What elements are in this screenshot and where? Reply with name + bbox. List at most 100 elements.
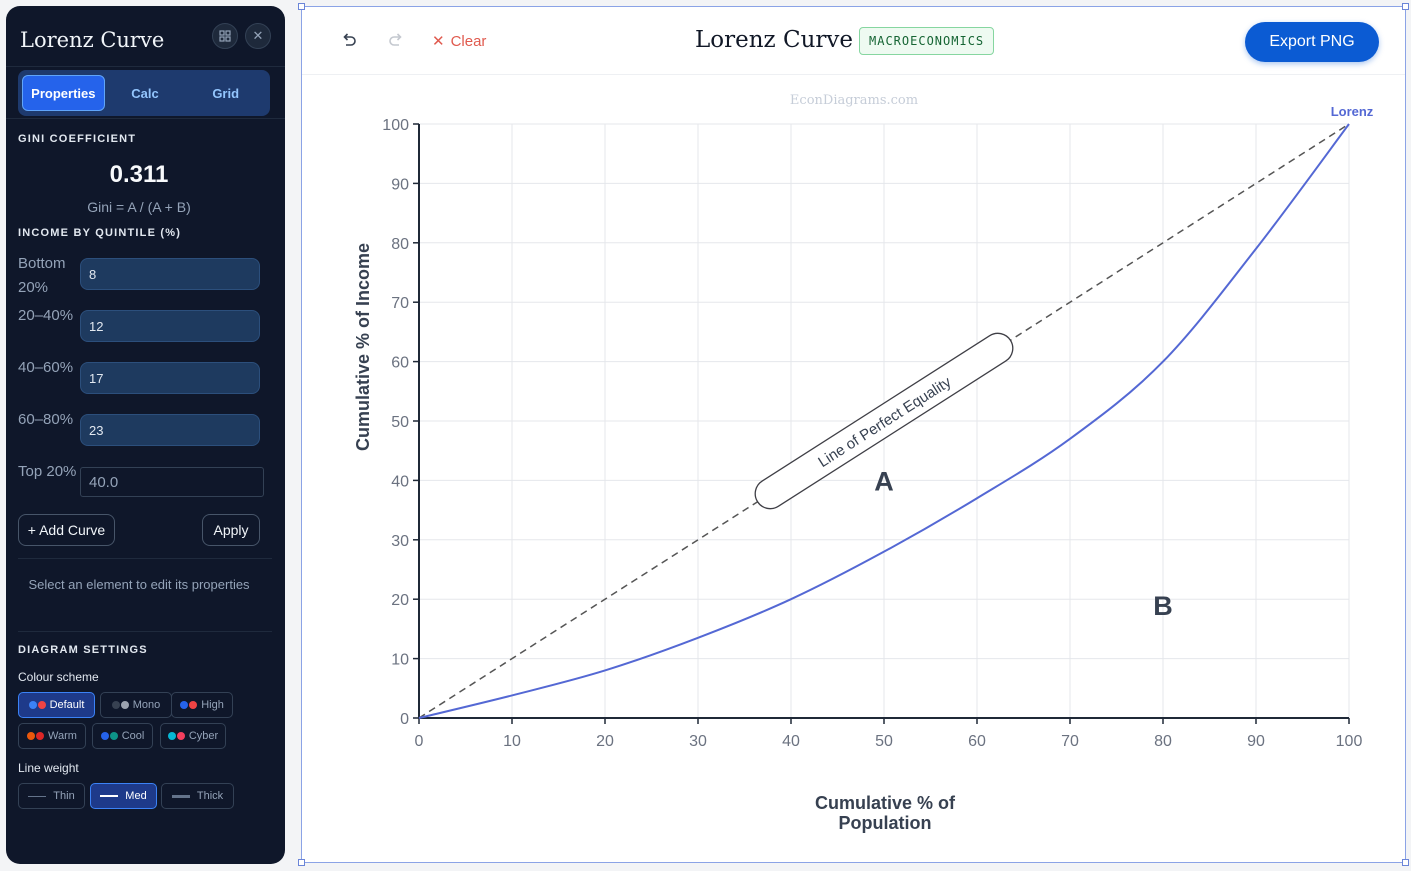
clear-label: Clear [450,32,487,50]
x-axis-label-line2: Population [839,813,932,833]
region-label-a: A [874,466,894,496]
scheme-high-button[interactable]: High [171,692,233,718]
color-dot-icon [111,701,120,709]
y-tick-label: 30 [391,533,409,550]
export-png-button[interactable]: Export PNG [1245,22,1379,62]
clear-button[interactable]: ✕ Clear [432,32,487,51]
tab-properties[interactable]: Properties [22,75,105,111]
scheme-label: High [201,699,224,711]
quintile-input-5[interactable]: 40.0 [80,467,264,497]
line-sample-icon [171,794,190,798]
color-dot-icon [27,732,36,740]
quintile-label-5: Top 20% [18,463,77,480]
resize-handle[interactable] [1402,3,1409,10]
color-dot-icon [189,701,198,709]
x-tick-label: 100 [1336,733,1363,750]
lorenz-chart[interactable]: 0 10 20 30 40 50 60 70 80 90 100 0 10 20 30 40 50 60 70 80 9… [302,7,1405,862]
equality-line [418,123,1350,719]
weight-label: Thin [53,790,75,802]
scheme-default-button[interactable]: Default [18,692,95,718]
panel-header: Lorenz Curve ✕ [6,6,285,68]
equality-label: Line of Perfect Equality [815,373,955,471]
y-tick-label: 80 [391,236,409,253]
color-dot-icon [109,732,118,740]
divider [18,631,272,632]
x-tick-label: 20 [596,733,614,750]
undo-icon[interactable] [340,31,358,55]
panel-tabs: Properties Calc Grid [18,70,270,116]
line-sample-icon [100,795,119,797]
line-weight-label: Line weight [18,761,79,775]
y-tick-label: 10 [391,652,409,669]
redo-icon[interactable] [387,31,405,55]
scheme-label: Cool [121,730,145,742]
diagram-canvas[interactable]: ✕ Clear Lorenz Curve MACROECONOMICS Expo… [298,3,1409,866]
apply-button[interactable]: Apply [202,514,260,546]
resize-handle[interactable] [298,3,305,10]
panel-title: Lorenz Curve [20,28,165,52]
y-tick-label: 60 [391,355,409,372]
scheme-cyber-button[interactable]: Cyber [160,723,226,749]
y-tick-label: 100 [382,117,409,134]
close-icon[interactable]: ✕ [245,23,271,49]
close-icon: ✕ [432,33,445,50]
x-tick-label: 0 [415,733,424,750]
scheme-label: Warm [48,730,77,742]
quintile-input-2[interactable]: 12 [80,310,260,342]
color-dot-icon [28,701,37,709]
weight-thick-button[interactable]: Thick [161,783,234,809]
scheme-warm-button[interactable]: Warm [18,723,86,749]
x-tick-label: 30 [689,733,707,750]
scheme-label: Cyber [188,730,219,742]
divider [6,66,285,67]
line-sample-icon [28,795,47,797]
color-dot-icon [176,732,185,740]
diagram-title: Lorenz Curve [695,27,853,53]
quintile-label-4: 60–80% [18,411,74,428]
color-dot-icon [36,732,45,740]
x-tick-label: 40 [782,733,800,750]
y-tick-label: 40 [391,473,409,490]
quintile-input-4[interactable]: 23 [80,414,260,446]
x-tick-label: 70 [1061,733,1079,750]
quintile-label-2: 20–40% [18,307,74,324]
equality-label-box [754,332,1014,510]
y-axis-label: Cumulative % of Income [353,243,373,451]
divider [18,558,272,559]
color-dot-icon [120,701,129,709]
quintile-input-3[interactable]: 17 [80,362,260,394]
resize-handle[interactable] [1402,859,1409,866]
tab-grid[interactable]: Grid [212,85,240,101]
scheme-mono-button[interactable]: Mono [100,692,172,718]
tab-calc[interactable]: Calc [131,85,159,101]
scheme-cool-button[interactable]: Cool [92,723,153,749]
quintile-input-1[interactable]: 8 [80,258,260,290]
grid-icon[interactable] [212,23,238,49]
colour-scheme-label: Colour scheme [18,670,99,684]
color-dot-icon [37,701,46,709]
category-badge: MACROECONOMICS [859,27,995,55]
resize-handle[interactable] [298,859,305,866]
quintile-label-1: Bottom 20% [18,255,66,296]
scheme-label: Mono [132,699,161,711]
y-tick-label: 20 [391,592,409,609]
weight-label: Med [125,790,147,802]
y-tick-label: 90 [391,176,409,193]
gini-heading: GINI COEFFICIENT [18,133,137,145]
lorenz-curve [418,123,1350,719]
chart-series: Lorenz [418,104,1374,719]
divider [6,118,285,119]
scheme-label: Default [49,699,85,711]
x-tick-label: 10 [503,733,521,750]
add-curve-button[interactable]: + Add Curve [18,514,115,546]
diagram-settings-heading: DIAGRAM SETTINGS [18,644,148,656]
weight-med-button[interactable]: Med [90,783,157,809]
toolbar: ✕ Clear Lorenz Curve MACROECONOMICS Expo… [302,7,1405,75]
color-dot-icon [100,732,109,740]
y-tick-label: 50 [391,414,409,431]
weight-thin-button[interactable]: Thin [18,783,85,809]
color-dot-icon [180,701,189,709]
quintile-label-3: 40–60% [18,359,74,376]
y-tick-label: 0 [400,711,409,728]
